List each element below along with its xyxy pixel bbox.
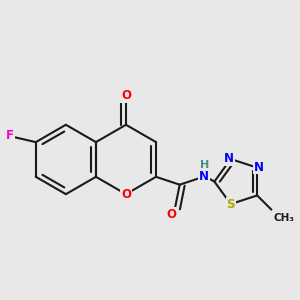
- Text: CH₃: CH₃: [274, 213, 295, 224]
- Text: N: N: [254, 160, 264, 173]
- Text: O: O: [121, 89, 131, 102]
- Text: O: O: [121, 188, 131, 201]
- Text: O: O: [167, 208, 177, 221]
- Text: H: H: [200, 160, 209, 170]
- Text: S: S: [226, 198, 235, 211]
- Text: F: F: [6, 129, 14, 142]
- Text: N: N: [199, 170, 209, 183]
- Text: N: N: [224, 152, 234, 165]
